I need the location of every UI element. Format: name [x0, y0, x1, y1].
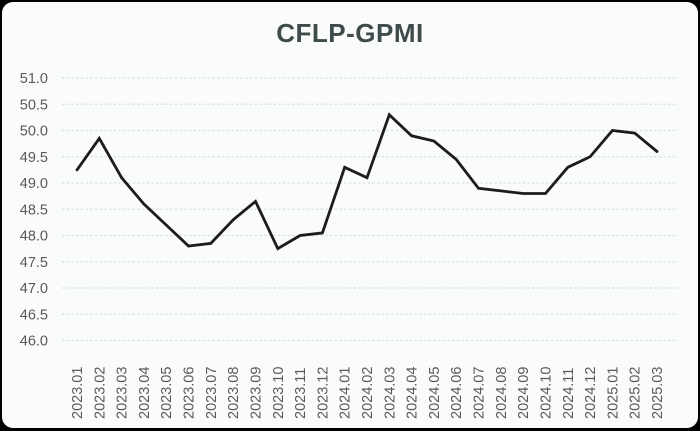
x-tick-label: 2024.04	[405, 367, 421, 419]
y-tick-label: 51.0	[20, 71, 48, 87]
chart-title: CFLP-GPMI	[276, 18, 424, 48]
pmi-series-line	[75, 112, 659, 251]
x-tick-label: 2023.10	[271, 367, 287, 419]
y-tick-label: 50.0	[20, 124, 48, 140]
y-tick-label: 48.5	[20, 202, 48, 218]
y-tick-label: 47.5	[20, 255, 48, 271]
x-tick-label: 2024.02	[360, 367, 376, 419]
y-tick-label: 46.0	[20, 334, 48, 350]
y-tick-label: 50.5	[20, 97, 48, 113]
y-tick-label: 49.0	[20, 176, 48, 192]
x-tick-label: 2023.12	[315, 367, 331, 419]
x-tick-label: 2023.05	[159, 367, 175, 419]
x-tick-label: 2024.11	[561, 368, 577, 419]
y-tick-label: 49.5	[20, 150, 48, 166]
x-tick-label: 2023.03	[115, 367, 131, 419]
y-tick-label: 47.0	[20, 281, 48, 297]
y-axis-labels: 51.0 50.5 50.0 49.5 49.0 48.5 48.0 47.5 47.0 46.5…	[20, 71, 48, 350]
y-tick-label: 46.5	[20, 307, 48, 323]
x-axis-labels: 2023.01 2023.02 2023.03 2023.04 2023.05 2023.…	[70, 367, 666, 419]
x-tick-label: 2025.03	[650, 367, 666, 419]
pmi-series	[75, 112, 659, 251]
x-tick-label: 2024.07	[472, 367, 488, 419]
x-tick-label: 2024.03	[382, 367, 398, 419]
x-tick-label: 2023.06	[182, 367, 198, 419]
x-tick-label: 2024.09	[516, 367, 532, 419]
x-tick-label: 2024.05	[427, 367, 443, 419]
x-tick-label: 2023.07	[204, 367, 220, 419]
y-tick-label: 48.0	[20, 229, 48, 245]
x-tick-label: 2024.01	[338, 367, 354, 419]
x-tick-label: 2023.04	[137, 367, 153, 419]
x-tick-label: 2025.02	[628, 367, 644, 419]
x-tick-label: 2024.08	[494, 367, 510, 419]
x-tick-label: 2023.01	[70, 367, 86, 419]
x-tick-label: 2024.12	[583, 367, 599, 419]
x-tick-label: 2023.11	[293, 368, 309, 419]
x-tick-label: 2023.02	[92, 367, 108, 419]
x-tick-label: 2024.10	[538, 367, 554, 419]
x-tick-label: 2023.08	[226, 367, 242, 419]
x-tick-label: 2025.01	[605, 367, 621, 419]
x-tick-label: 2023.09	[248, 367, 264, 419]
x-tick-label: 2024.06	[449, 367, 465, 419]
gridlines	[62, 77, 678, 342]
